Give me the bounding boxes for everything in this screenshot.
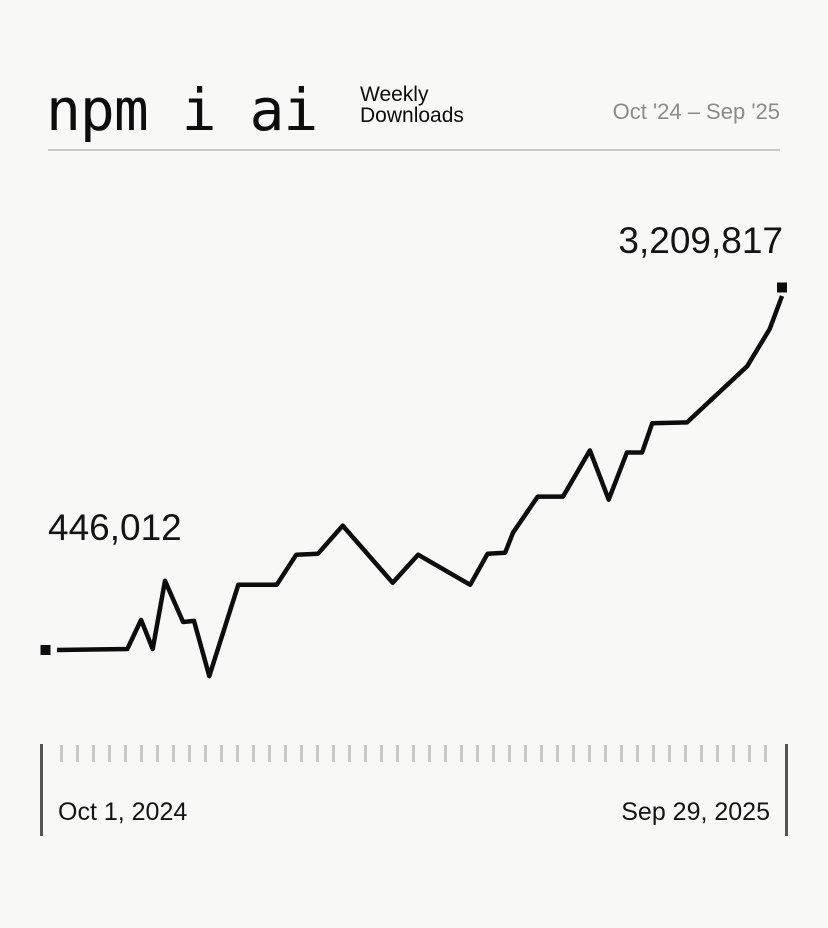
axis-right-bar (785, 744, 788, 836)
subtitle-line-1: Weekly (360, 83, 429, 106)
end-point-marker (777, 282, 787, 293)
axis-tick (572, 745, 575, 762)
axis-start-date: Oct 1, 2024 (58, 798, 188, 826)
axis-tick (156, 745, 159, 762)
axis-tick (716, 745, 719, 762)
axis-tick (300, 745, 303, 762)
axis-tick (748, 745, 751, 762)
axis-tick (172, 745, 175, 762)
axis-tick (60, 745, 63, 762)
axis-tick (412, 745, 415, 762)
axis-tick (700, 745, 703, 762)
axis-tick (380, 745, 383, 762)
axis-tick (460, 745, 463, 762)
axis-tick (204, 745, 207, 762)
axis-tick (652, 745, 655, 762)
date-range: Oct '24 – Sep '25 (612, 99, 780, 124)
axis-tick (252, 745, 255, 762)
axis-tick (348, 745, 351, 762)
axis-tick (508, 745, 511, 762)
package-title: npm i ai (46, 76, 318, 144)
axis-tick (140, 745, 143, 762)
axis-tick (236, 745, 239, 762)
downloads-line (56, 295, 785, 679)
axis-tick (332, 745, 335, 762)
start-point-marker (40, 645, 51, 655)
header-divider (48, 149, 780, 151)
subtitle: Weekly Downloads (360, 84, 464, 126)
axis-tick (428, 745, 431, 762)
axis-tick (620, 745, 623, 762)
axis-tick (636, 745, 639, 762)
axis-tick (764, 745, 767, 762)
subtitle-line-2: Downloads (360, 104, 464, 127)
axis-tick (220, 745, 223, 762)
end-value-label: 3,209,817 (618, 220, 783, 261)
axis-tick (588, 745, 591, 762)
axis-tick (684, 745, 687, 762)
axis-tick (76, 745, 79, 762)
axis-tick (476, 745, 479, 762)
axis-tick (268, 745, 271, 762)
axis-tick (124, 745, 127, 762)
axis-tick (668, 745, 671, 762)
axis-ticks (60, 745, 767, 762)
axis-tick (108, 745, 111, 762)
axis-tick (316, 745, 319, 762)
axis-tick (556, 745, 559, 762)
axis-tick (444, 745, 447, 762)
start-value-label: 446,012 (48, 507, 182, 548)
axis-tick (396, 745, 399, 762)
axis-end-date: Sep 29, 2025 (621, 798, 770, 826)
axis-tick (284, 745, 287, 762)
axis-left-bar (40, 744, 43, 836)
axis-tick (604, 745, 607, 762)
axis-tick (524, 745, 527, 762)
axis-tick (732, 745, 735, 762)
axis-tick (540, 745, 543, 762)
axis-tick (364, 745, 367, 762)
axis-tick (492, 745, 495, 762)
axis-tick (188, 745, 191, 762)
axis-tick (92, 745, 95, 762)
